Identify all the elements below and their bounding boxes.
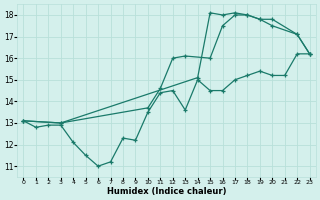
X-axis label: Humidex (Indice chaleur): Humidex (Indice chaleur) xyxy=(107,187,226,196)
